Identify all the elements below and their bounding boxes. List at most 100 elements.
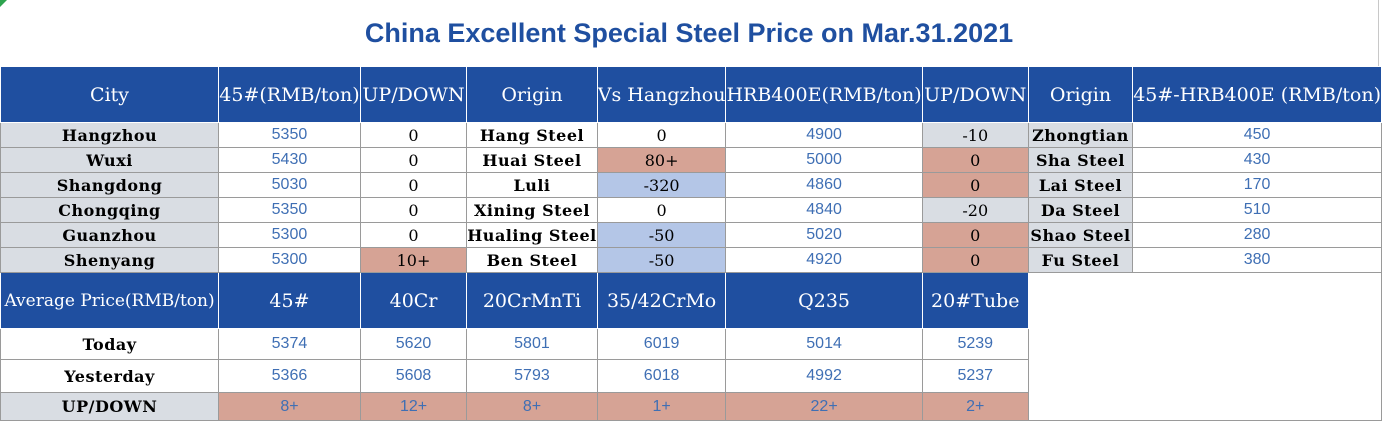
avg-value-cell[interactable]: 5608 [359,359,468,393]
avg-col-header-45: 45# [218,272,361,329]
avg-value-cell[interactable]: 5793 [466,359,598,393]
table-row: Chongqing 5350 0 Xining Steel 0 4840 -20… [0,197,1382,223]
table-row: Shenyang 5300 10+ Ben Steel -50 4920 0 F… [0,247,1382,273]
avg-row-label[interactable]: UP/DOWN [0,392,220,421]
diff-cell[interactable]: 510 [1132,197,1382,223]
city-cell[interactable]: Shangdong [0,172,220,198]
avg-value-cell[interactable]: 4992 [725,359,923,393]
avg-col-header-q235: Q235 [725,272,923,329]
avg-value-cell[interactable]: 5237 [921,359,1029,393]
avg-updown-cell[interactable]: 1+ [596,392,727,421]
diff-cell[interactable]: 450 [1132,122,1382,148]
city-cell[interactable]: Guanzhou [0,222,220,248]
col-header-vs-hangzhou: Vs Hangzhou [596,66,727,123]
avg-value-cell[interactable]: 5620 [359,328,468,360]
origin-cell[interactable]: Huai Steel [466,147,598,173]
hrb400e-cell[interactable]: 5020 [725,222,923,248]
price45-cell[interactable]: 5430 [218,147,361,173]
hrb400e-cell[interactable]: 4900 [725,122,923,148]
price45-cell[interactable]: 5030 [218,172,361,198]
avg-value-cell[interactable]: 6019 [596,328,727,360]
city-cell[interactable]: Hangzhou [0,122,220,148]
vs-hangzhou-cell[interactable]: 0 [596,197,727,223]
updown45-cell[interactable]: 0 [359,222,468,248]
avg-col-header-label: Average Price(RMB/ton) [0,272,220,329]
vs-hangzhou-cell[interactable]: -320 [596,172,727,198]
avg-row-label[interactable]: Today [0,328,220,360]
updown45-cell[interactable]: 0 [359,197,468,223]
price45-cell[interactable]: 5300 [218,247,361,273]
hrb400e-cell[interactable]: 5000 [725,147,923,173]
avg-col-header-35-42crmo: 35/42CrMo [596,272,727,329]
price45-cell[interactable]: 5300 [218,222,361,248]
col-header-diff: 45#-HRB400E (RMB/ton) [1132,66,1382,123]
col-header-45: 45#(RMB/ton) [218,66,361,123]
updown45-cell[interactable]: 10+ [359,247,468,273]
diff-cell[interactable]: 170 [1132,172,1382,198]
diff-cell[interactable]: 380 [1132,247,1382,273]
city-cell[interactable]: Shenyang [0,247,220,273]
updown-hrb-cell[interactable]: -20 [921,197,1029,223]
avg-updown-cell[interactable]: 12+ [359,392,468,421]
origin2-cell[interactable]: Lai Steel [1027,172,1134,198]
vs-hangzhou-cell[interactable]: -50 [596,247,727,273]
table-row: Shangdong 5030 0 Luli -320 4860 0 Lai St… [0,172,1382,198]
origin-cell[interactable]: Luli [466,172,598,198]
avg-row-label[interactable]: Yesterday [0,359,220,393]
diff-cell[interactable]: 430 [1132,147,1382,173]
city-cell[interactable]: Chongqing [0,197,220,223]
col-header-updown-hrb: UP/DOWN [921,66,1029,123]
origin2-cell[interactable]: Da Steel [1027,197,1134,223]
price45-cell[interactable]: 5350 [218,122,361,148]
table-row: Hangzhou 5350 0 Hang Steel 0 4900 -10 Zh… [0,122,1382,148]
avg-value-cell[interactable]: 5366 [218,359,361,393]
city-cell[interactable]: Wuxi [0,147,220,173]
col-header-origin: Origin [466,66,598,123]
vs-hangzhou-cell[interactable]: 80+ [596,147,727,173]
avg-col-header-40cr: 40Cr [359,272,468,329]
updown45-cell[interactable]: 0 [359,172,468,198]
updown-hrb-cell[interactable]: -10 [921,122,1029,148]
diff-cell[interactable]: 280 [1132,222,1382,248]
header-row: City 45#(RMB/ton) UP/DOWN Origin Vs Hang… [0,66,1382,123]
avg-value-cell[interactable]: 5374 [218,328,361,360]
updown-hrb-cell[interactable]: 0 [921,247,1029,273]
price-table: City 45#(RMB/ton) UP/DOWN Origin Vs Hang… [0,66,1382,421]
origin2-cell[interactable]: Fu Steel [1027,247,1134,273]
price45-cell[interactable]: 5350 [218,197,361,223]
avg-value-cell[interactable]: 6018 [596,359,727,393]
origin2-cell[interactable]: Zhongtian [1027,122,1134,148]
avg-updown-cell[interactable]: 22+ [725,392,923,421]
origin-cell[interactable]: Xining Steel [466,197,598,223]
origin-cell[interactable]: Hualing Steel [466,222,598,248]
updown-hrb-cell[interactable]: 0 [921,222,1029,248]
vs-hangzhou-cell[interactable]: -50 [596,222,727,248]
origin2-cell[interactable]: Sha Steel [1027,147,1134,173]
avg-value-cell[interactable]: 5801 [466,328,598,360]
col-header-origin2: Origin [1027,66,1134,123]
empty-area [1028,272,1382,421]
hrb400e-cell[interactable]: 4840 [725,197,923,223]
updown45-cell[interactable]: 0 [359,147,468,173]
origin2-cell[interactable]: Shao Steel [1027,222,1134,248]
vs-hangzhou-cell[interactable]: 0 [596,122,727,148]
hrb400e-cell[interactable]: 4860 [725,172,923,198]
avg-updown-cell[interactable]: 8+ [466,392,598,421]
avg-value-cell[interactable]: 5239 [921,328,1029,360]
avg-updown-cell[interactable]: 2+ [921,392,1029,421]
divider [1378,0,1379,66]
avg-col-header-20tube: 20#Tube [921,272,1029,329]
avg-col-header-20crmnti: 20CrMnTi [466,272,598,329]
col-header-hrb400e: HRB400E(RMB/ton) [725,66,923,123]
origin-cell[interactable]: Ben Steel [466,247,598,273]
hrb400e-cell[interactable]: 4920 [725,247,923,273]
avg-value-cell[interactable]: 5014 [725,328,923,360]
updown-hrb-cell[interactable]: 0 [921,147,1029,173]
origin-cell[interactable]: Hang Steel [466,122,598,148]
updown-hrb-cell[interactable]: 0 [921,172,1029,198]
table-row: Guanzhou 5300 0 Hualing Steel -50 5020 0… [0,222,1382,248]
avg-updown-cell[interactable]: 8+ [218,392,361,421]
col-header-city: City [0,66,220,123]
updown45-cell[interactable]: 0 [359,122,468,148]
